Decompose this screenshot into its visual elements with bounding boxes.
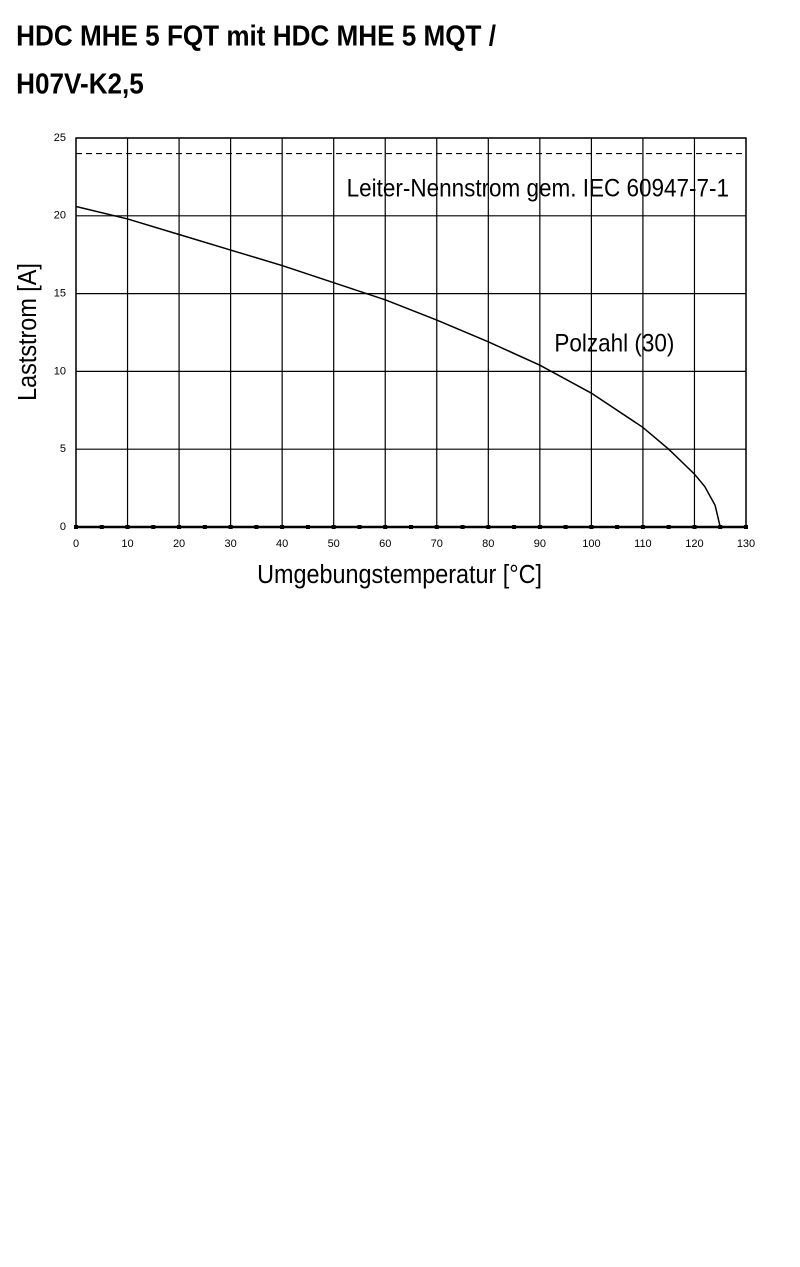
y-axis-label: Laststrom [A] (14, 263, 42, 401)
data-line (75, 205, 721, 528)
x-tick-label: 30 (224, 538, 236, 550)
y-tick-label: 20 (54, 210, 66, 222)
x-tick-label: 130 (737, 538, 755, 550)
x-tick-label: 20 (173, 538, 185, 550)
y-tick-label: 15 (54, 288, 66, 300)
chart-title: HDC MHE 5 FQT mit HDC MHE 5 MQT / (16, 19, 496, 52)
y-tick-label: 0 (60, 521, 66, 533)
x-tick-label: 50 (328, 538, 340, 550)
x-tick-label: 120 (685, 538, 703, 550)
x-axis-label: Umgebungstemperatur [°C] (257, 561, 542, 589)
x-tick-label: 80 (482, 538, 494, 550)
chart-title: H07V-K2,5 (16, 67, 144, 100)
x-tick-label: 110 (634, 538, 652, 550)
y-tick-label: 10 (54, 365, 66, 377)
x-tick-label: 10 (121, 538, 133, 550)
x-tick-label: 70 (431, 538, 443, 550)
x-tick-label: 0 (73, 538, 79, 550)
x-tick-label: 40 (276, 538, 288, 550)
x-tick-label: 100 (582, 538, 600, 550)
y-tick-label: 5 (60, 443, 66, 455)
series-label: Polzahl (30) (554, 330, 674, 358)
x-tick-label: 90 (534, 538, 546, 550)
x-tick-label: 60 (379, 538, 391, 550)
reference-label: Leiter-Nennstrom gem. IEC 60947-7-1 (347, 175, 729, 203)
y-tick-label: 25 (54, 132, 66, 144)
